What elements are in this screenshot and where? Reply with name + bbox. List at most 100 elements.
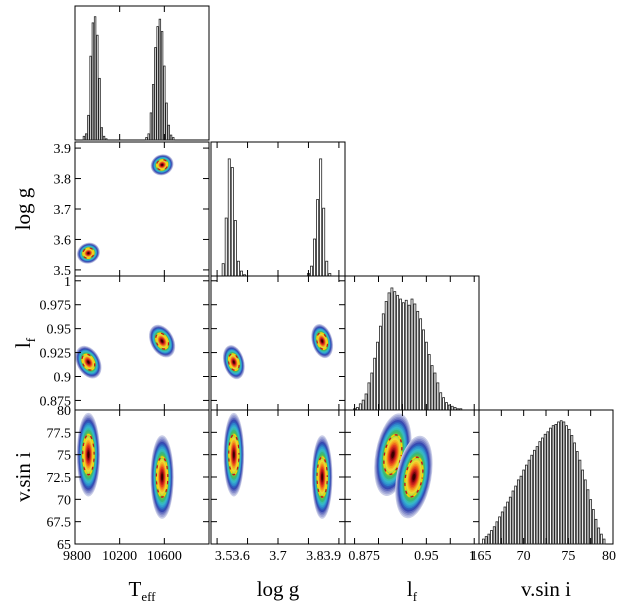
x-tick-label: 1 [469, 549, 476, 564]
contour-outer [383, 434, 403, 476]
density-level [161, 164, 164, 166]
density-teff-vsini [76, 412, 174, 519]
x-tick-label: 3.53.6 [215, 549, 250, 564]
y-tick-label: 0.975 [40, 299, 72, 314]
y-tick-label: 80 [57, 404, 71, 419]
hist-bar-vsini [530, 454, 534, 545]
contour-outer [155, 332, 170, 350]
hist-bar-vsini [492, 526, 496, 545]
hist-bar-vsini [578, 459, 582, 545]
labels-layer: 3.53.63.73.83.90.8750.90.9250.950.975165… [11, 142, 616, 604]
hist-bar-teff [100, 127, 103, 141]
x-tick-label: 165 [471, 549, 492, 564]
hist-bar-teff [96, 34, 99, 141]
contour-outer [316, 332, 329, 350]
hist-bar-vsini [533, 449, 536, 545]
hist-bar-teff [158, 18, 162, 141]
density-level [233, 451, 235, 459]
hist-bar-teff [89, 55, 92, 141]
hist-bar-vsini [570, 435, 574, 545]
y-tick-label: 3.6 [54, 233, 72, 248]
hist-bar-vsini [592, 509, 595, 545]
hist-bar-vsini [594, 518, 598, 545]
hist-bar-vsini [490, 530, 493, 545]
hist-bar-vsini [602, 538, 606, 545]
density-bg-teff-lf [75, 276, 209, 410]
x-axis-title-teff: Teff [128, 577, 156, 604]
contour-outer [227, 353, 240, 372]
hist-bar-vsini [484, 536, 488, 545]
x-tick-label: 70 [517, 549, 531, 564]
hist-bar-teff [84, 133, 88, 141]
x-tick-label: 3.7 [269, 549, 287, 564]
x-axis-title-lf: lf [407, 577, 418, 604]
x-axis-title-vsini: v.sin i [521, 577, 571, 601]
hist-bar-teff [87, 114, 90, 141]
y-tick-label: 0.9 [54, 371, 72, 386]
hist-bar-teff [82, 135, 86, 141]
y-tick-label: 3.5 [54, 264, 72, 279]
y-tick-label: 3.7 [54, 203, 72, 218]
y-tick-label: 1 [64, 275, 71, 290]
y-tick-label: 3.9 [54, 142, 72, 157]
hist-bar-vsini [546, 431, 550, 545]
hist-bar-teff [165, 102, 168, 141]
hist-bar-vsini [557, 421, 560, 545]
hist-bar-teff [91, 22, 95, 141]
hist-bar-vsini [559, 420, 563, 545]
y-tick-label: 67.5 [47, 516, 72, 531]
contour-outer [82, 433, 95, 476]
hist-bar-vsini [495, 521, 499, 545]
density-teff-logg [76, 154, 174, 264]
hist-bar-vsini [514, 485, 517, 545]
x-tick-label: 10600 [147, 549, 182, 564]
contour-inner [155, 159, 169, 171]
hist-frame-lf [344, 275, 480, 411]
hist-frame-teff [74, 5, 210, 141]
contour-inner [227, 353, 240, 372]
hist-bar-vsini [573, 442, 576, 545]
density-level [232, 360, 235, 364]
y-tick-label: 70 [57, 493, 71, 508]
hist-bar-vsini [516, 479, 520, 545]
hist-bar-vsini [562, 421, 566, 545]
hist-bar-vsini [500, 511, 504, 545]
hist-bar-vsini [543, 433, 547, 545]
hist-bar-teff [154, 47, 157, 141]
hist-bar-vsini [487, 533, 491, 545]
y-tick-label: 0.925 [40, 347, 72, 362]
x-tick-label: 75 [561, 549, 575, 564]
hist-bar-teff [151, 84, 155, 141]
density-logg-vsini [223, 412, 333, 519]
x-tick-label: 80 [602, 549, 616, 564]
hist-bar-teff [167, 124, 170, 141]
hist-bar-teff [156, 26, 159, 141]
hist-bar-vsini [527, 459, 531, 545]
hist-bar-vsini [583, 479, 587, 545]
contour-outer [228, 433, 240, 476]
y-tick-label: 0.875 [40, 394, 72, 409]
x-tick-label: 0.875 [348, 549, 380, 564]
density-level [161, 473, 164, 481]
hist-bar-vsini [597, 527, 601, 545]
hist-bar-vsini [503, 506, 507, 545]
hist-bar-vsini [519, 475, 523, 545]
contour-outer [404, 456, 424, 498]
hist-bar-teff [169, 134, 173, 141]
x-tick-label: 10200 [102, 549, 137, 564]
x-tick-label: 0.95 [414, 549, 439, 564]
x-axis-title-logg: log g [257, 577, 300, 601]
density-level [321, 339, 324, 343]
density-level [87, 451, 90, 459]
density-level [412, 473, 416, 481]
hist-bar-teff [145, 137, 148, 141]
hist-bar-vsini [586, 489, 590, 545]
hist-bar-vsini [508, 496, 512, 545]
hist-bar-vsini [525, 464, 528, 545]
hist-bar-vsini [541, 437, 544, 545]
contour-inner [316, 332, 329, 350]
y-axis-title-vsini: v.sin i [11, 452, 35, 502]
hist-bar-teff [149, 112, 153, 141]
hist-bar-vsini [549, 427, 552, 545]
hist-bar-teff [160, 31, 164, 141]
